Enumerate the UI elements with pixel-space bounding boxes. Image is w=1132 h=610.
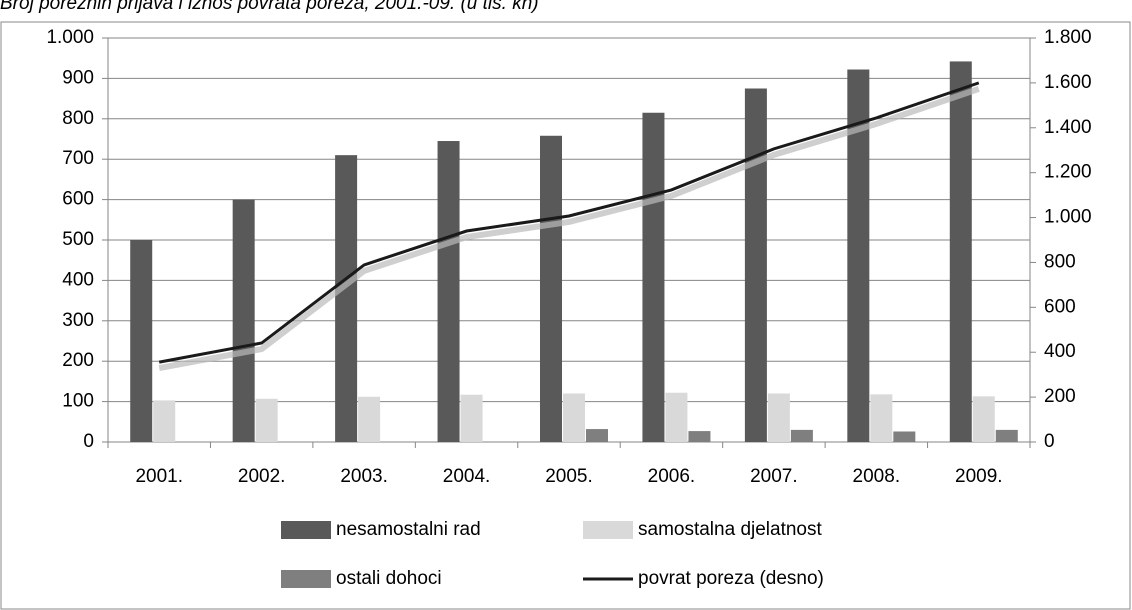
legend-label: ostali dohoci bbox=[336, 568, 442, 589]
bar bbox=[665, 392, 688, 442]
y-tick-label: 1.000 bbox=[46, 27, 94, 48]
x-tick-label: 2007. bbox=[750, 466, 798, 487]
legend-label: povrat poreza (desno) bbox=[638, 568, 824, 589]
bar bbox=[335, 155, 358, 442]
y-tick-label: 400 bbox=[62, 269, 94, 290]
y2-tick-label: 0 bbox=[1044, 431, 1055, 452]
y-tick-label: 900 bbox=[62, 67, 94, 88]
bar bbox=[949, 61, 972, 442]
y-tick-label: 300 bbox=[62, 310, 94, 331]
x-tick-label: 2006. bbox=[648, 466, 696, 487]
bar bbox=[358, 396, 381, 442]
x-tick-label: 2003. bbox=[340, 466, 388, 487]
y2-tick-label: 600 bbox=[1044, 296, 1076, 317]
x-tick-label: 2002. bbox=[238, 466, 286, 487]
y-tick-label: 500 bbox=[62, 229, 94, 250]
bar bbox=[972, 396, 995, 442]
y2-tick-label: 1.200 bbox=[1044, 162, 1092, 183]
bar bbox=[688, 431, 711, 442]
y2-tick-label: 800 bbox=[1044, 251, 1076, 272]
bar bbox=[790, 429, 813, 442]
bar bbox=[870, 394, 893, 442]
bar bbox=[460, 394, 483, 442]
bar bbox=[130, 240, 153, 442]
x-tick-label: 2005. bbox=[545, 466, 593, 487]
y-tick-label: 800 bbox=[62, 108, 94, 129]
bar bbox=[642, 112, 665, 443]
y2-tick-label: 400 bbox=[1044, 341, 1076, 362]
bar bbox=[586, 429, 608, 442]
y-tick-label: 100 bbox=[62, 391, 94, 412]
y2-tick-label: 1.600 bbox=[1044, 72, 1092, 93]
y2-tick-label: 1.000 bbox=[1044, 207, 1092, 228]
y-tick-label: 700 bbox=[62, 148, 94, 169]
chart-title: Broj poreznih prijava i iznos povrata po… bbox=[0, 0, 539, 14]
line-shadow bbox=[158, 86, 980, 372]
bar bbox=[437, 141, 460, 442]
legend-swatch bbox=[281, 570, 331, 588]
y2-tick-label: 1.800 bbox=[1044, 27, 1092, 48]
bar bbox=[767, 393, 790, 442]
bar bbox=[744, 88, 767, 442]
y2-tick-label: 200 bbox=[1044, 386, 1076, 407]
bar bbox=[540, 135, 562, 442]
chart-border bbox=[0, 21, 1131, 610]
legend-label: nesamostalni rad bbox=[336, 519, 481, 540]
bar bbox=[995, 429, 1018, 442]
y-tick-label: 600 bbox=[62, 189, 94, 210]
bar bbox=[563, 393, 585, 442]
x-tick-label: 2001. bbox=[135, 466, 183, 487]
bar bbox=[255, 398, 278, 442]
legend-swatch bbox=[281, 521, 331, 539]
bar bbox=[893, 431, 916, 442]
y-tick-label: 200 bbox=[62, 350, 94, 371]
bar bbox=[232, 199, 255, 442]
bar bbox=[847, 69, 870, 443]
x-tick-label: 2009. bbox=[955, 466, 1003, 487]
legend-label: samostalna djelatnost bbox=[638, 519, 822, 540]
legend-swatch bbox=[583, 521, 633, 539]
x-tick-label: 2008. bbox=[853, 466, 901, 487]
line bbox=[158, 81, 980, 364]
y-tick-label: 0 bbox=[83, 431, 94, 452]
x-tick-label: 2004. bbox=[443, 466, 491, 487]
bar bbox=[153, 400, 176, 442]
y2-tick-label: 1.400 bbox=[1044, 117, 1092, 138]
